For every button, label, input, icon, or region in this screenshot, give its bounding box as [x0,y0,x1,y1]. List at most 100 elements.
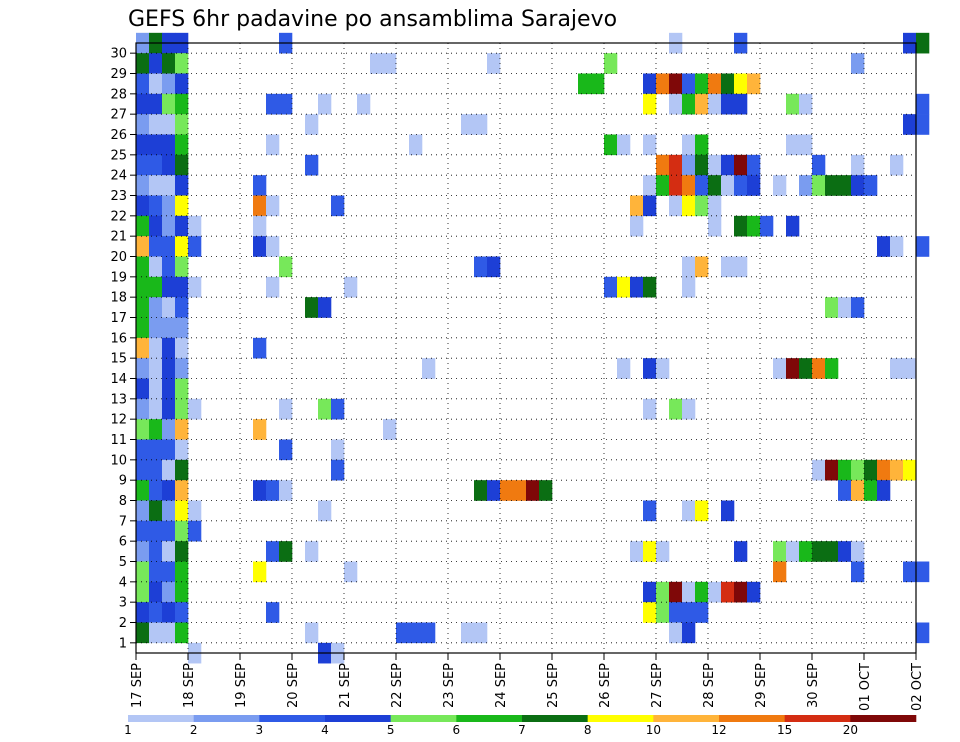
y-tick-label: 5 [119,555,127,570]
heatmap-cell [695,581,709,603]
heatmap-cell [643,134,657,156]
heatmap-cell [604,134,618,156]
heatmap-cell [136,73,150,95]
heatmap-cell [604,276,618,298]
heatmap-cell [279,541,293,562]
heatmap-cell [305,297,319,318]
heatmap-cell [890,358,904,379]
x-tick-label: 30 SEP [806,663,821,708]
heatmap-cell [266,236,280,257]
heatmap-cell [695,73,709,95]
heatmap-cell [305,622,319,644]
heatmap-cell [799,175,813,196]
heatmap-cell [136,378,150,400]
y-tick-label: 30 [110,47,127,62]
heatmap-cell [643,602,657,623]
heatmap-cell [656,154,670,176]
heatmap-cell [149,581,163,603]
x-tick-label: 22 SEP [390,663,405,708]
x-tick-label: 29 SEP [754,663,769,708]
heatmap-cell [149,154,163,176]
colorbar-swatch [390,715,457,722]
heatmap-cell [175,114,189,135]
heatmap-cell [162,419,176,440]
heatmap-cell [669,73,683,95]
heatmap-cell [500,480,514,501]
heatmap-cell [175,256,189,278]
heatmap-cell [162,297,176,318]
heatmap-cell [851,53,865,74]
heatmap-cell [851,459,865,481]
heatmap-cell [916,622,930,644]
heatmap-cell [747,581,761,603]
heatmap-cell [799,134,813,156]
heatmap-cell [487,256,501,278]
heatmap-cell [890,236,904,257]
heatmap-cell [487,53,501,74]
heatmap-cell [149,337,163,359]
heatmap-cell [474,256,488,278]
heatmap-cell [175,215,189,237]
heatmap-cell [136,53,150,74]
y-tick-label: 11 [110,433,127,448]
x-tick-label: 21 SEP [338,663,353,708]
heatmap-cell [136,93,150,115]
heatmap-cell [812,175,826,196]
heatmap-cell [474,114,488,135]
heatmap-cell [188,215,202,237]
heatmap-cell [851,480,865,501]
heatmap-cell [760,215,774,237]
heatmap-cell [253,337,267,359]
heatmap-cell [175,459,189,481]
heatmap-cell [799,358,813,379]
heatmap-cell [812,541,826,562]
heatmap-cell [578,73,592,95]
heatmap-cell [838,480,852,501]
heatmap-cell [162,378,176,400]
heatmap-cell [149,114,163,135]
heatmap-cell [188,398,202,420]
x-tick-label: 01 OCT [858,663,873,711]
heatmap-cell [266,541,280,562]
heatmap-cell [279,398,293,420]
heatmap-cell [838,541,852,562]
heatmap-cell [734,541,748,562]
heatmap-cell [838,175,852,196]
heatmap-cell [136,398,150,420]
heatmap-cell [682,134,696,156]
heatmap-cell [617,276,631,298]
y-tick-label: 12 [110,413,127,428]
heatmap-cell [734,93,748,115]
heatmap-cell [721,93,735,115]
heatmap-cell [175,419,189,440]
heatmap-cell [812,358,826,379]
heatmap-cell [786,93,800,115]
colorbar-swatch [850,715,917,722]
heatmap-cell [695,602,709,623]
heatmap-cell [474,622,488,644]
heatmap-cell [149,378,163,400]
heatmap-cell [162,541,176,562]
heatmap-cell [188,500,202,522]
heatmap-cell [149,175,163,196]
heatmap-cell [175,134,189,156]
heatmap-cell [682,276,696,298]
heatmap-cell [162,358,176,379]
heatmap-cell [175,480,189,501]
y-tick-label: 17 [110,311,127,326]
heatmap-cell [266,195,280,217]
heatmap-cell [409,622,423,644]
y-tick-label: 20 [110,250,127,265]
heatmap-cell [786,134,800,156]
heatmap-cell [149,73,163,95]
heatmap-cell [162,236,176,257]
heatmap-cell [721,154,735,176]
heatmap-cell [643,93,657,115]
heatmap-cell [721,500,735,522]
colorbar-label: 7 [518,723,526,737]
y-tick-label: 7 [119,514,127,529]
heatmap-cell [136,134,150,156]
heatmap-cell [344,276,358,298]
heatmap-cell [266,602,280,623]
